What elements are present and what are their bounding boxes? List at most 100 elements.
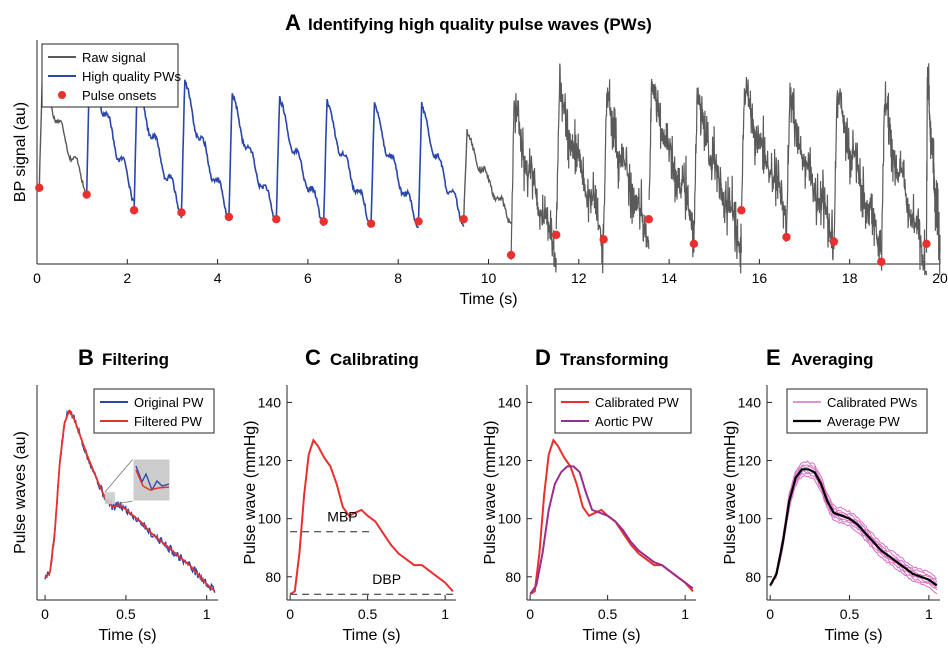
panel-e-chart: 0 0.5 1 80 100 120 140 Time (s) Pulse wave (mmHg…	[722, 385, 940, 644]
pulse-onset-marker	[366, 219, 376, 228]
raw-signal-line	[880, 81, 928, 276]
x-tick-label: 4	[214, 270, 222, 286]
pulse-onset-marker	[689, 239, 699, 249]
y-axis-label: Pulse wave (mmHg)	[722, 420, 739, 564]
aortic-pw-line	[529, 465, 694, 595]
x-tick-label: 0.5	[116, 606, 136, 622]
x-tick-label: 2	[123, 270, 131, 286]
legend-entry: Filtered PW	[134, 414, 203, 429]
x-tick-label: 8	[394, 270, 402, 286]
average-pw-line	[769, 468, 938, 587]
y-tick-label: 100	[738, 511, 762, 527]
y-tick-label: 80	[265, 569, 281, 585]
x-axis-label: Time (s)	[98, 627, 156, 644]
panel-b-title: Filtering	[102, 350, 169, 369]
pulse-onset-marker	[737, 206, 746, 215]
calibrated-pws-line	[769, 472, 938, 591]
high-quality-pw-line	[275, 95, 325, 227]
pulse-onset-marker	[272, 215, 281, 224]
x-tick-label: 6	[304, 270, 312, 286]
pulse-onset-marker	[82, 190, 91, 199]
pulse-onset-marker	[877, 257, 886, 266]
pulse-onset-marker	[922, 239, 931, 249]
legend-entry: Calibrated PWs	[827, 395, 918, 410]
raw-signal-line	[463, 129, 512, 225]
zoom-filtered-line	[135, 469, 170, 491]
x-tick-label: 0	[766, 606, 774, 622]
panel-e-title: Averaging	[791, 350, 874, 369]
legend-entry: High quality PWs	[82, 69, 181, 84]
high-quality-pw-line	[322, 98, 372, 228]
panel-a-letter: A	[285, 10, 301, 35]
pulse-onset-marker	[644, 215, 653, 224]
pulse-onset-marker	[506, 250, 516, 260]
x-tick-label: 1	[681, 606, 689, 622]
x-tick-label: 0.5	[358, 606, 378, 622]
panel-a-title: Identifying high quality pulse waves (PW…	[308, 15, 652, 34]
high-quality-pw-line	[228, 93, 277, 223]
pulse-onset-marker	[459, 215, 468, 224]
x-tick-label: 0	[33, 270, 41, 286]
raw-signal-line	[833, 88, 882, 261]
x-tick-label: 20	[932, 270, 948, 286]
raw-signal-line	[555, 63, 605, 274]
high-quality-pw-line	[180, 79, 230, 221]
x-tick-label: 1	[925, 606, 933, 622]
x-tick-label: 16	[752, 270, 768, 286]
calibrated-pws-line	[769, 464, 938, 586]
pulse-onset-marker	[35, 183, 44, 193]
panel-c-letter: C	[305, 345, 321, 370]
high-quality-pw-line	[417, 101, 465, 227]
zoom-connector	[104, 458, 134, 493]
pulse-onset-marker	[829, 237, 839, 246]
raw-signal-line	[510, 93, 557, 273]
zoom-connector	[114, 500, 134, 505]
zoom-inset	[132, 458, 171, 502]
calibrated-pws-line	[769, 469, 937, 589]
x-axis-label: Time (s)	[824, 627, 882, 644]
y-tick-label: 120	[258, 453, 282, 469]
x-tick-label: 0	[41, 606, 49, 622]
legend-entry: Aortic PW	[595, 414, 654, 429]
y-tick-label: 120	[498, 453, 522, 469]
panel-d-chart: 0 0.5 1 80 100 120 140 Time (s) Pulse wave (mmHg…	[482, 385, 696, 644]
legend-entry: Raw signal	[82, 50, 146, 65]
raw-signal-line	[785, 82, 835, 261]
high-quality-pw-line	[370, 102, 420, 229]
y-tick-label: 120	[738, 453, 762, 469]
y-axis-label: Pulse wave (mmHg)	[482, 420, 499, 564]
raw-signal-line	[693, 87, 742, 274]
x-tick-label: 0.5	[840, 606, 860, 622]
pulse-onset-marker	[552, 230, 561, 240]
legend-entry: Average PW	[827, 414, 900, 429]
legend-entry: Calibrated PW	[595, 395, 680, 410]
filtered-pw-line	[44, 409, 216, 592]
x-axis-label: Time (s)	[582, 627, 640, 644]
legend-box	[786, 388, 928, 434]
legend-box	[554, 388, 692, 434]
panel-a-chart: 0 2 4 6 8 10 12 14 16 18 20 Time (s) BP signal (au) R…	[12, 40, 948, 308]
x-tick-label: 1	[441, 606, 449, 622]
zoom-region	[104, 492, 115, 505]
y-tick-label: 100	[498, 511, 522, 527]
panel-e-letter: E	[766, 345, 781, 370]
pulse-onset-marker	[129, 206, 139, 215]
legend-marker	[58, 91, 66, 99]
panel-c-title: Calibrating	[330, 350, 419, 369]
x-tick-label: 0	[526, 606, 534, 622]
calibrated-pws-line	[769, 460, 937, 585]
y-tick-label: 80	[745, 569, 761, 585]
calibrated-pws-line	[769, 474, 938, 595]
x-tick-label: 12	[571, 270, 587, 286]
dbp-label: DBP	[372, 571, 401, 587]
y-axis-label: BP signal (au)	[12, 102, 29, 202]
pulse-onset-marker	[599, 235, 608, 244]
x-axis-label: Time (s)	[459, 291, 517, 308]
raw-signal-line	[648, 78, 695, 258]
raw-signal-line	[925, 63, 941, 276]
x-tick-label: 1	[203, 606, 211, 622]
pulse-onset-marker	[224, 212, 234, 222]
y-axis-label: Pulse waves (au)	[12, 431, 29, 554]
calibrated-pw-line	[289, 438, 454, 596]
y-tick-label: 140	[738, 394, 762, 410]
